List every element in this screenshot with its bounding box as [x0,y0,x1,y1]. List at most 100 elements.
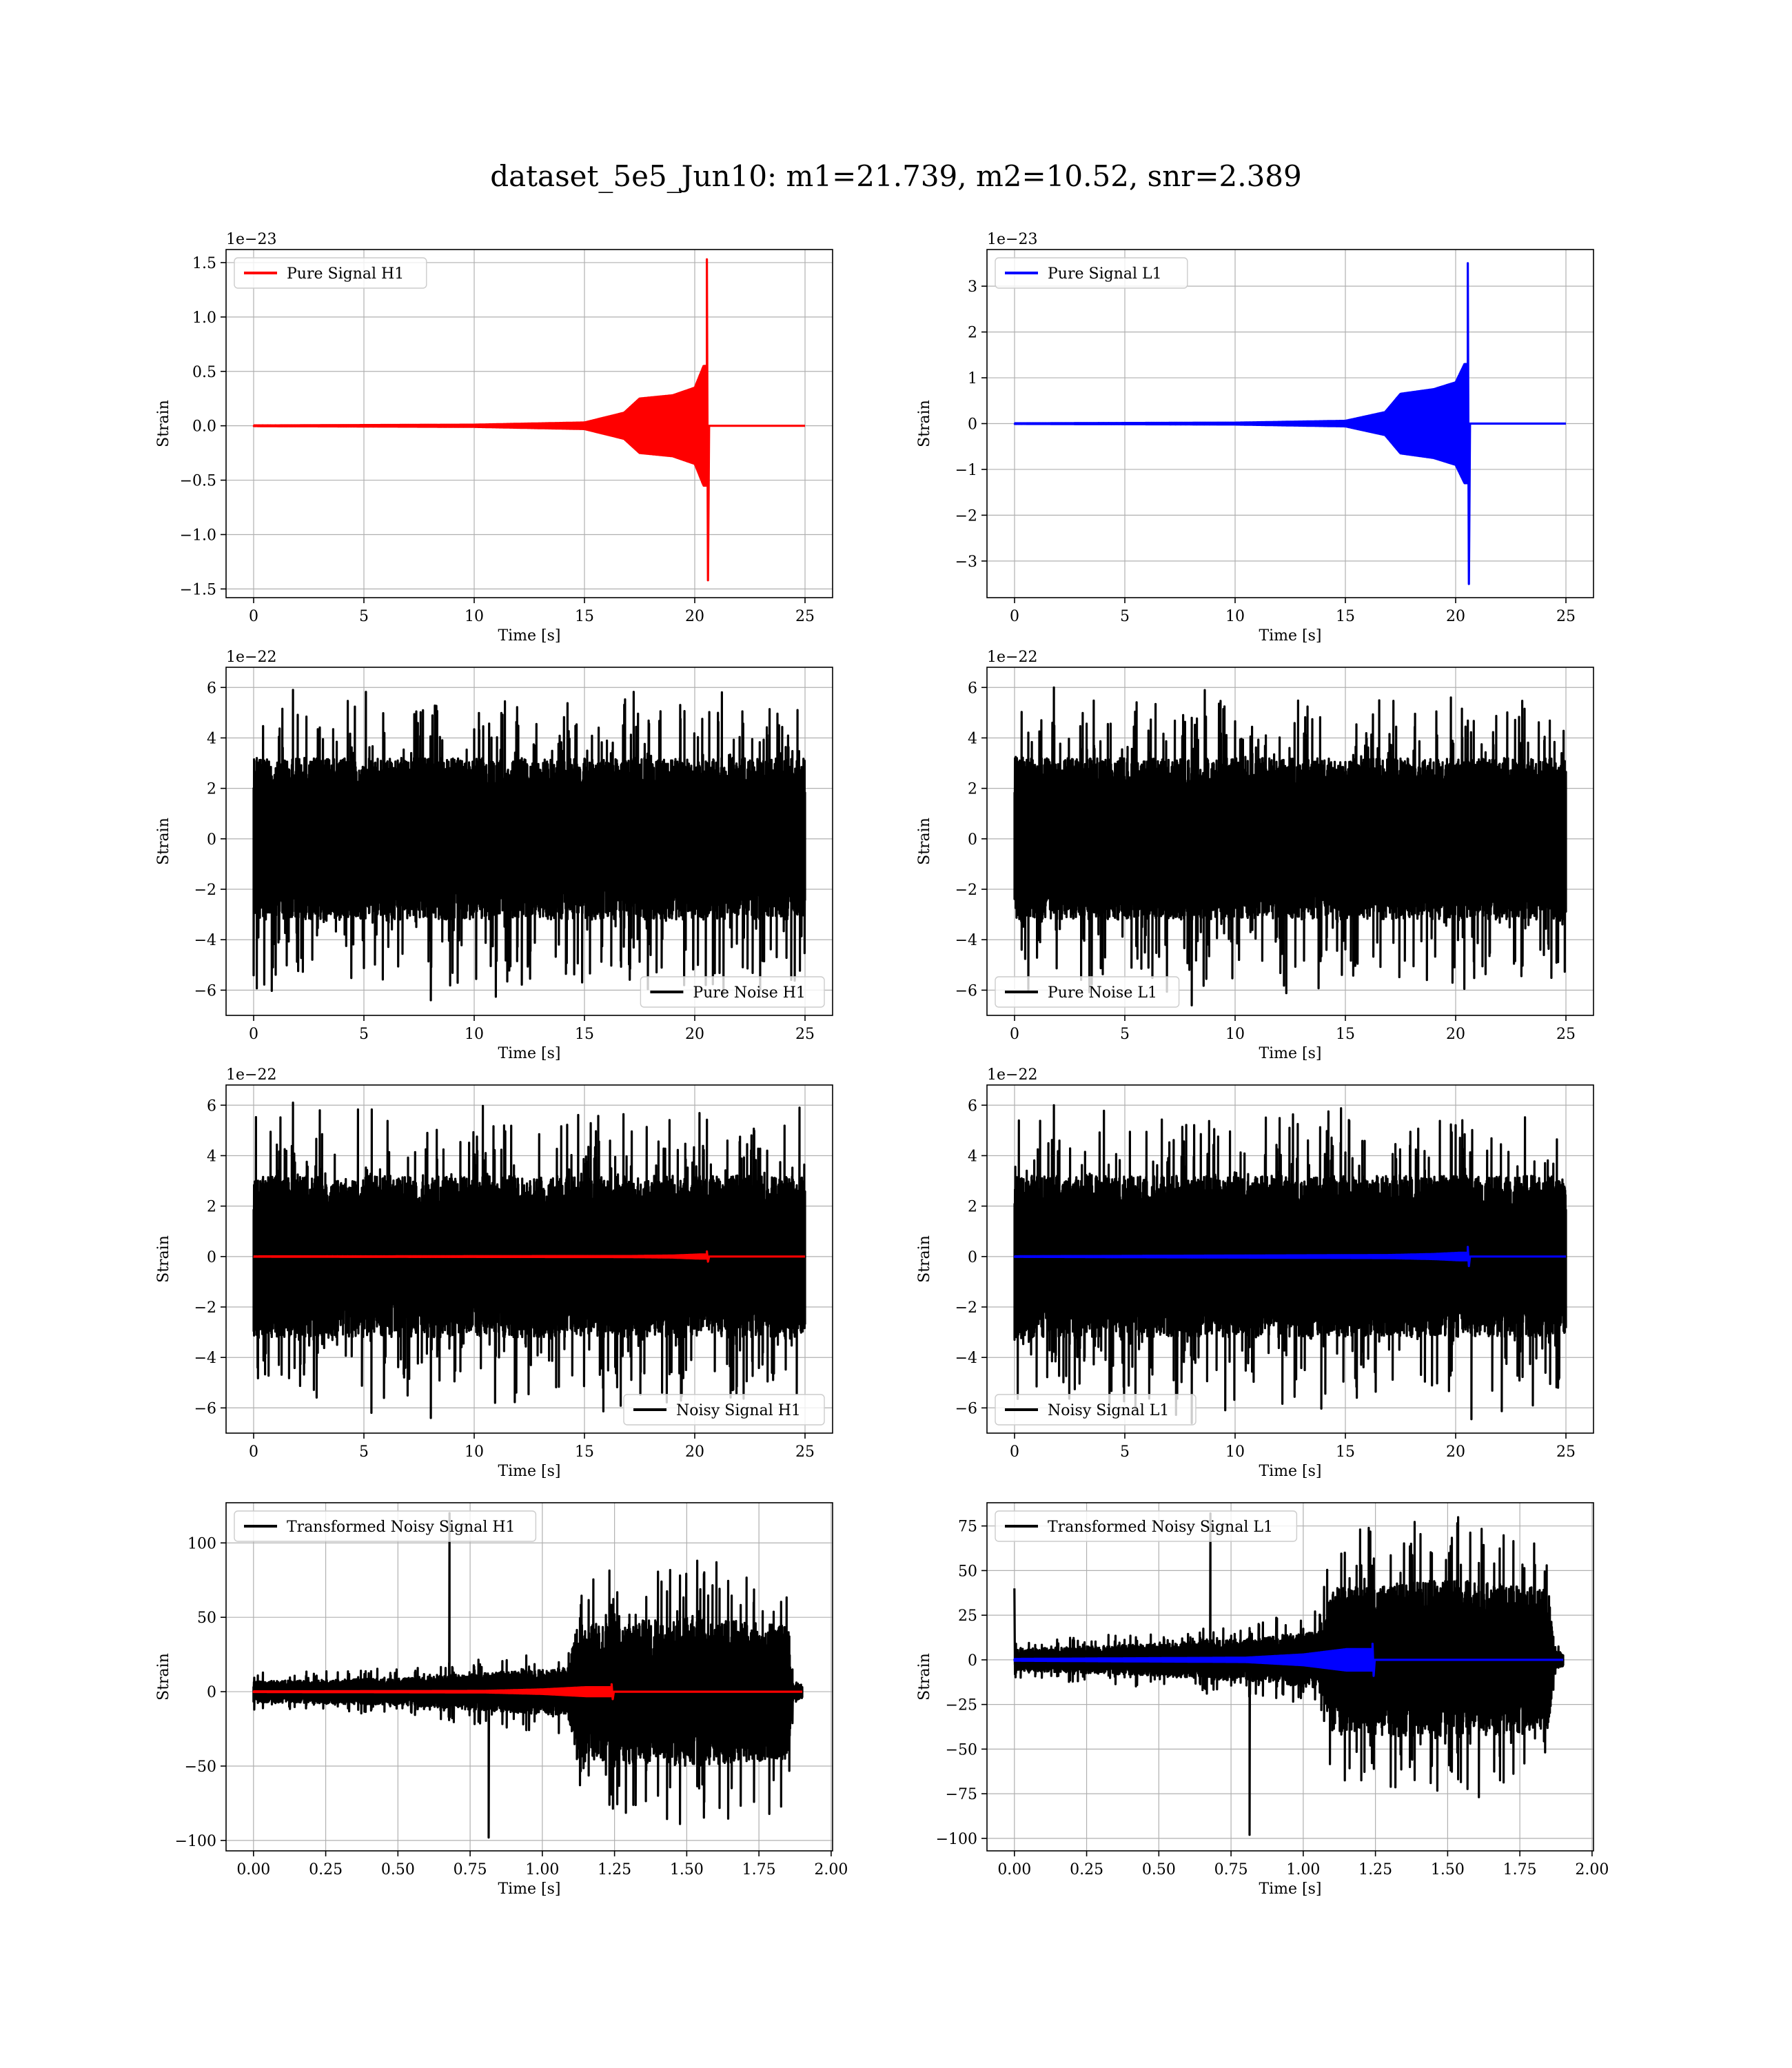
y-tick-label: 6 [968,680,977,697]
x-tick-label: 10 [465,1443,484,1461]
plot-area [1013,1104,1567,1424]
x-tick-label: 0 [249,608,258,625]
series-line-overlay [252,1683,802,1701]
y-tick-label: 2 [968,781,977,798]
x-tick-label: 5 [1120,1026,1130,1043]
x-tick-label: 25 [795,1443,815,1461]
legend-label: Pure Noise L1 [1048,984,1157,1002]
y-tick-label: 6 [207,680,216,697]
x-tick-label: 2.00 [1575,1861,1609,1878]
y-tick-label: −2 [955,882,977,899]
subplot-p7: 0.00 0.25 0.50 0.75 1.00 1.25 1.50 1.75 2.00 −100… [155,1502,848,1898]
y-axis-label: Strain [916,1235,933,1283]
legend: Noisy Signal H1 [623,1394,825,1426]
legend-box [995,1510,1298,1542]
y-tick-label: −4 [955,932,977,949]
y-tick-label: −100 [175,1833,216,1850]
y-tick-label: −2 [955,1299,977,1317]
x-tick-label: 15 [575,1443,594,1461]
y-tick-label: 6 [207,1097,216,1115]
legend: Noisy Signal L1 [995,1394,1197,1426]
legend-label: Noisy Signal L1 [1048,1402,1169,1419]
series-line-overlay [1013,1643,1563,1677]
series-line-pure-noise-h1 [252,689,806,1002]
y-tick-label: −4 [955,1350,977,1367]
y-tick-label: 50 [197,1610,216,1627]
x-axis-label: Time [s] [1259,1881,1321,1898]
y-tick-label: 4 [968,1148,977,1165]
y-tick-label: −6 [194,982,216,1000]
y-tick-label: −1 [955,462,977,479]
x-axis-label: Time [s] [498,1881,560,1898]
y-tick-label: 4 [207,1148,216,1165]
x-tick-label: 20 [1446,1026,1465,1043]
axes-frame [225,1084,833,1434]
x-tick-label: 25 [1556,608,1576,625]
y-tick-label: 0.0 [192,418,216,436]
y-tick-label: 1.5 [192,255,216,272]
legend-label: Transformed Noisy Signal L1 [1048,1519,1273,1536]
x-axis-label: Time [s] [498,1045,560,1062]
legend-box [995,1394,1197,1426]
x-tick-label: 5 [359,1026,369,1043]
axes-frame [225,667,833,1016]
legend-box [623,1394,825,1426]
x-tick-label: 5 [359,1443,369,1461]
x-tick-label: 25 [1556,1443,1576,1461]
axis-offset-text: 1e−22 [226,1066,276,1084]
y-tick-label: 1 [968,370,977,387]
y-tick-label: 0 [968,1249,977,1266]
series-line-noisy-signal-h1 [252,1102,806,1419]
x-tick-label: 1.00 [525,1861,559,1878]
x-tick-label: 10 [1225,608,1245,625]
y-tick-label: 1.0 [192,310,216,327]
axis-offset-text: 1e−23 [226,231,276,248]
y-tick-label: −1.0 [180,527,216,544]
x-axis-label: Time [s] [1259,1463,1321,1480]
y-tick-label: −6 [194,1400,216,1417]
x-tick-label: 20 [685,608,704,625]
x-tick-label: 15 [1336,1443,1355,1461]
x-tick-label: 20 [1446,1443,1465,1461]
legend-box [995,257,1188,289]
y-tick-label: 0 [207,831,216,849]
y-axis-label: Strain [916,1653,933,1701]
y-tick-label: 0.5 [192,364,216,381]
x-tick-label: 15 [1336,608,1355,625]
x-tick-label: 10 [465,608,484,625]
x-tick-label: 10 [465,1026,484,1043]
x-tick-label: 5 [359,608,369,625]
legend-label: Noisy Signal H1 [676,1402,801,1419]
y-tick-label: 25 [958,1608,977,1625]
x-tick-label: 25 [795,608,815,625]
y-tick-label: −100 [936,1831,977,1848]
legend-label: Pure Noise H1 [693,984,806,1002]
legend-box [995,976,1180,1008]
axes-frame [986,1502,1594,1852]
legend: Transformed Noisy Signal L1 [995,1510,1298,1542]
y-tick-label: 100 [187,1535,216,1552]
y-tick-label: −2 [955,507,977,525]
axes-frame [225,1502,833,1852]
plot-area [1013,686,1567,1006]
x-tick-label: 0 [249,1443,258,1461]
legend: Pure Noise L1 [995,976,1180,1008]
series-line-overlay [252,1250,805,1263]
y-tick-label: 0 [968,831,977,849]
x-tick-label: 1.50 [1431,1861,1465,1878]
plot-area [252,1102,806,1419]
plot-area [252,689,806,1002]
x-tick-label: 0.50 [1142,1861,1176,1878]
x-tick-label: 1.75 [1503,1861,1537,1878]
y-tick-label: −6 [955,1400,977,1417]
y-tick-label: −25 [946,1697,977,1714]
y-tick-label: 0 [968,1652,977,1670]
legend-box [234,257,427,289]
x-tick-label: 0 [1010,608,1019,625]
x-tick-label: 5 [1120,1443,1130,1461]
x-tick-label: 5 [1120,608,1130,625]
series-line-noisy-signal-l1 [1013,1104,1567,1424]
subplot-p2: 0 5 10 15 20 25 −3 −2 −1 0 1 2 3 Time [s] Strain 1e−23 P… [916,231,1594,645]
x-tick-label: 0.00 [236,1861,270,1878]
